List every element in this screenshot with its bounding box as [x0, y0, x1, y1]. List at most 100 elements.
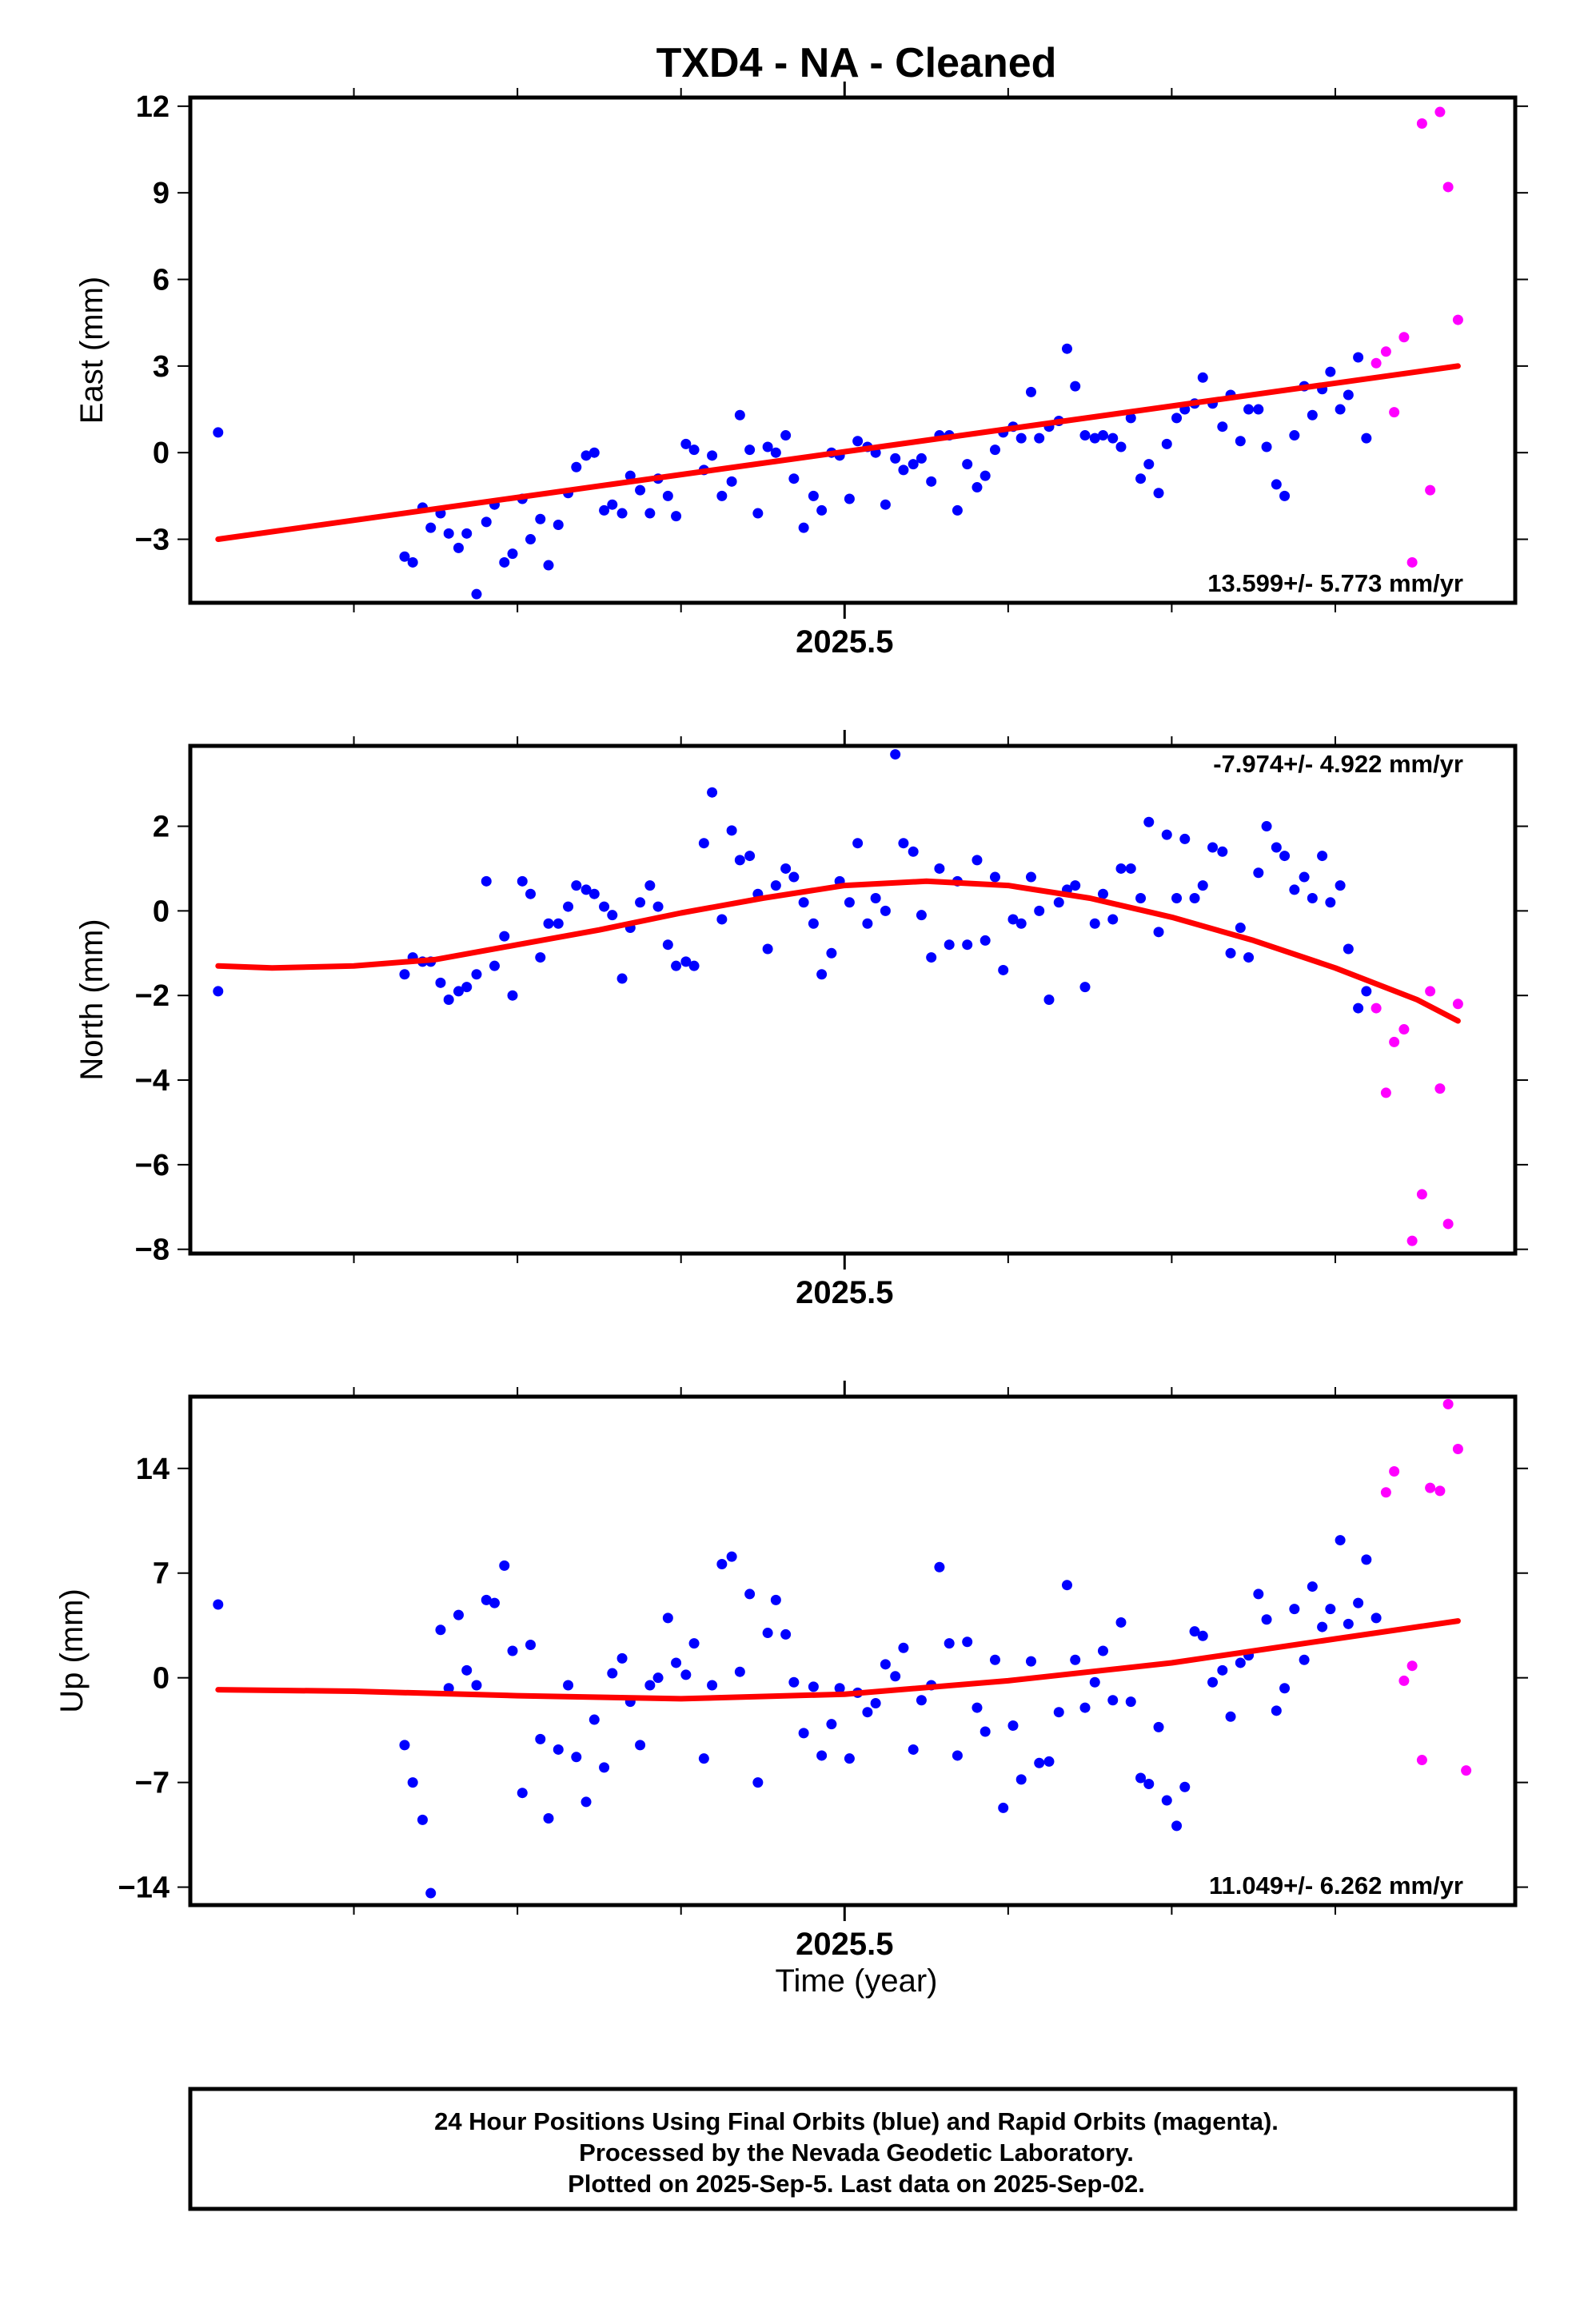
- final-orbit-point: [644, 508, 656, 519]
- final-orbit-point: [762, 1628, 773, 1639]
- final-orbit-point: [1153, 927, 1164, 938]
- final-orbit-point: [870, 1697, 881, 1708]
- y-tick-label: −6: [135, 1149, 170, 1182]
- final-orbit-point: [571, 1752, 582, 1763]
- final-orbit-point: [980, 935, 991, 946]
- final-orbit-point: [1161, 1795, 1172, 1806]
- final-orbit-point: [989, 444, 1000, 456]
- final-orbit-point: [435, 1624, 446, 1636]
- final-orbit-point: [998, 1802, 1009, 1813]
- rapid-orbit-point: [1416, 118, 1427, 130]
- y-tick-label: −7: [135, 1767, 170, 1800]
- final-orbit-point: [671, 1657, 682, 1668]
- final-orbit-point: [1289, 1604, 1300, 1615]
- final-orbit-point: [752, 1777, 764, 1788]
- final-orbit-point: [1207, 1676, 1219, 1688]
- final-orbit-point: [1299, 871, 1310, 883]
- final-orbit-point: [844, 493, 855, 504]
- final-orbit-point: [908, 459, 919, 470]
- final-orbit-point: [525, 1640, 537, 1651]
- final-orbit-point: [780, 430, 792, 441]
- north-rate-label: -7.974+/- 4.922 mm/yr: [1213, 750, 1463, 778]
- final-orbit-point: [962, 1636, 973, 1648]
- final-orbit-point: [826, 947, 837, 959]
- final-orbit-point: [826, 1719, 837, 1730]
- final-orbit-point: [1034, 433, 1045, 444]
- final-orbit-point: [1025, 1656, 1036, 1667]
- final-orbit-point: [680, 956, 692, 967]
- y-tick-label: 2: [153, 811, 170, 844]
- y-tick-label: 9: [153, 177, 170, 210]
- final-orbit-point: [989, 871, 1000, 883]
- final-orbit-point: [952, 504, 963, 516]
- final-orbit-point: [1361, 1554, 1372, 1565]
- final-orbit-point: [1153, 488, 1164, 499]
- footer-box: [188, 2087, 1518, 2211]
- final-orbit-point: [563, 1680, 574, 1691]
- final-orbit-point: [862, 918, 873, 929]
- final-orbit-point: [1317, 851, 1328, 862]
- final-orbit-point: [726, 825, 737, 836]
- final-orbit-point: [581, 450, 592, 461]
- final-orbit-point: [1353, 352, 1364, 363]
- rapid-orbit-point: [1371, 1003, 1382, 1014]
- final-orbit-point: [688, 1638, 700, 1649]
- final-orbit-point: [607, 910, 618, 921]
- final-orbit-point: [1335, 1535, 1346, 1546]
- final-orbit-point: [788, 871, 800, 883]
- final-orbit-point: [1025, 871, 1036, 883]
- final-orbit-point: [1097, 888, 1108, 899]
- final-orbit-point: [213, 986, 224, 997]
- final-orbit-point: [1097, 430, 1108, 441]
- rapid-orbit-point: [1425, 986, 1436, 997]
- final-orbit-point: [1125, 1696, 1136, 1708]
- final-orbit-point: [916, 910, 927, 921]
- final-orbit-point: [707, 450, 718, 461]
- final-orbit-point: [407, 556, 418, 568]
- y-tick-label: 12: [136, 90, 170, 124]
- final-orbit-point: [461, 1664, 473, 1676]
- final-orbit-point: [716, 490, 728, 501]
- final-orbit-point: [435, 977, 446, 988]
- final-orbit-point: [1171, 1820, 1183, 1832]
- final-orbit-point: [808, 490, 819, 501]
- rapid-orbit-point: [1434, 1485, 1446, 1497]
- final-orbit-point: [1225, 1711, 1236, 1722]
- final-orbit-point: [908, 846, 919, 857]
- final-orbit-point: [752, 508, 764, 519]
- x-tick-label: 2025.5: [796, 1927, 893, 1962]
- final-orbit-point: [1089, 1676, 1100, 1688]
- north-frame: [188, 743, 1518, 1256]
- final-orbit-point: [1217, 1664, 1228, 1676]
- final-orbit-point: [1107, 1695, 1119, 1706]
- final-orbit-point: [1271, 1705, 1282, 1716]
- east-panel: 2025.5 −3 0 3 6 9 12 East (mm) 13.599+/- 5.773 m…: [74, 82, 1528, 660]
- final-orbit-point: [1070, 381, 1081, 392]
- rapid-orbit-point: [1416, 1755, 1427, 1766]
- final-orbit-point: [1343, 389, 1354, 401]
- final-orbit-point: [471, 1680, 482, 1691]
- rapid-orbit-point: [1380, 1087, 1391, 1098]
- final-orbit-point: [898, 464, 909, 476]
- final-orbit-point: [1089, 918, 1100, 929]
- final-orbit-point: [1097, 1645, 1108, 1656]
- final-orbit-point: [553, 1744, 564, 1755]
- rapid-orbit-point: [1442, 1218, 1454, 1230]
- final-orbit-point: [680, 1669, 692, 1680]
- rapid-orbit-point: [1442, 1398, 1454, 1409]
- east-y-axis-label: East (mm): [74, 277, 110, 424]
- final-orbit-point: [461, 528, 473, 539]
- final-orbit-point: [535, 952, 546, 963]
- final-orbit-point: [926, 952, 937, 963]
- final-orbit-point: [762, 441, 773, 452]
- rapid-orbit-point: [1398, 1675, 1410, 1686]
- final-orbit-point: [589, 447, 600, 458]
- final-orbit-point: [1253, 404, 1264, 415]
- final-orbit-point: [972, 482, 983, 493]
- final-orbit-point: [1217, 846, 1228, 857]
- final-orbit-point: [1053, 1707, 1064, 1718]
- final-orbit-point: [1135, 893, 1147, 903]
- y-tick-label: −14: [118, 1872, 170, 1905]
- final-orbit-point: [1271, 842, 1282, 853]
- final-orbit-point: [1235, 1657, 1246, 1668]
